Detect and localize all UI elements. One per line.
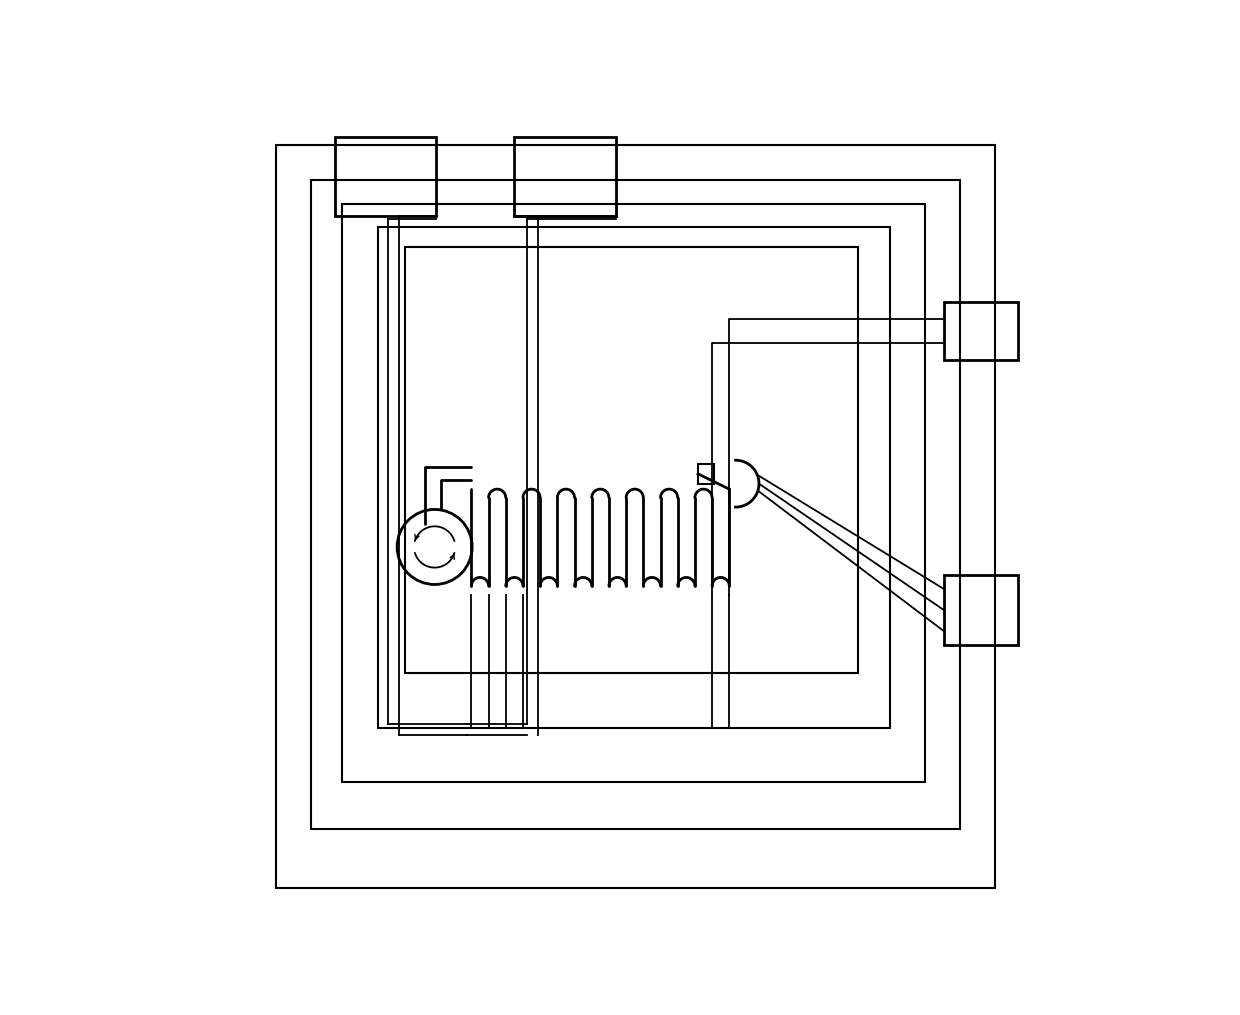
- Bar: [342, 204, 925, 783]
- Bar: [405, 247, 858, 673]
- Bar: [698, 464, 714, 484]
- Bar: [944, 576, 1018, 646]
- Bar: [378, 227, 889, 728]
- Bar: [515, 137, 616, 215]
- Bar: [335, 137, 436, 215]
- Bar: [311, 181, 960, 829]
- Bar: [944, 301, 1018, 360]
